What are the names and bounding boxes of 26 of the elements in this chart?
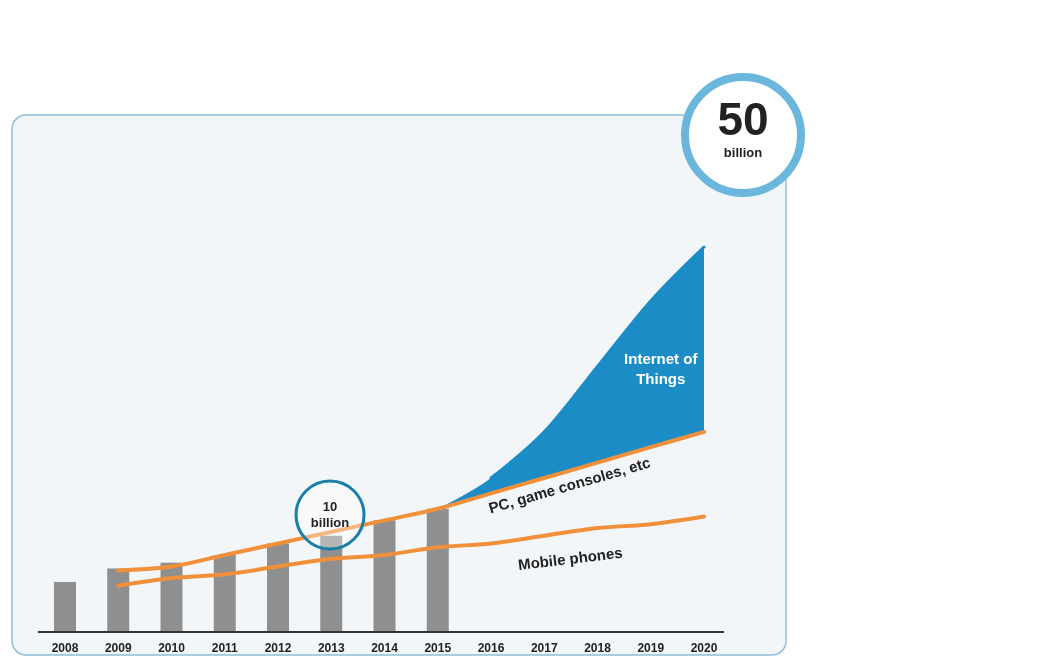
x-tick-label: 2019 xyxy=(637,641,665,655)
bar xyxy=(213,555,236,632)
x-tick-label: 2008 xyxy=(51,641,79,655)
ring-badge: 10 billion xyxy=(294,479,366,551)
x-tick-label: 2018 xyxy=(584,641,612,655)
x-tick-label: 2020 xyxy=(690,641,718,655)
text: Mobile phones xyxy=(517,543,624,574)
bar xyxy=(373,520,396,632)
annotation: 10 billion xyxy=(310,499,350,530)
bar xyxy=(54,581,76,632)
x-tick-label: 2014 xyxy=(371,641,399,655)
bar xyxy=(320,535,343,632)
bar xyxy=(426,508,449,632)
x-tick-label: 2012 xyxy=(264,641,292,655)
bar xyxy=(267,543,289,632)
bar xyxy=(107,568,130,632)
x-tick-label: 2016 xyxy=(477,641,505,655)
x-tick-label: 2013 xyxy=(317,641,345,655)
text: PC, game consoles, etc xyxy=(486,453,653,517)
x-tick-label: 2011 xyxy=(211,641,239,655)
x-tick-label: 2017 xyxy=(530,641,558,655)
series-label: Internet of Things xyxy=(624,350,699,388)
ring-badge: 50 billion xyxy=(681,73,805,197)
x-tick-label: 2009 xyxy=(104,641,132,655)
x-tick-label: 2015 xyxy=(424,641,452,655)
x-tick-label: 2010 xyxy=(158,641,186,655)
